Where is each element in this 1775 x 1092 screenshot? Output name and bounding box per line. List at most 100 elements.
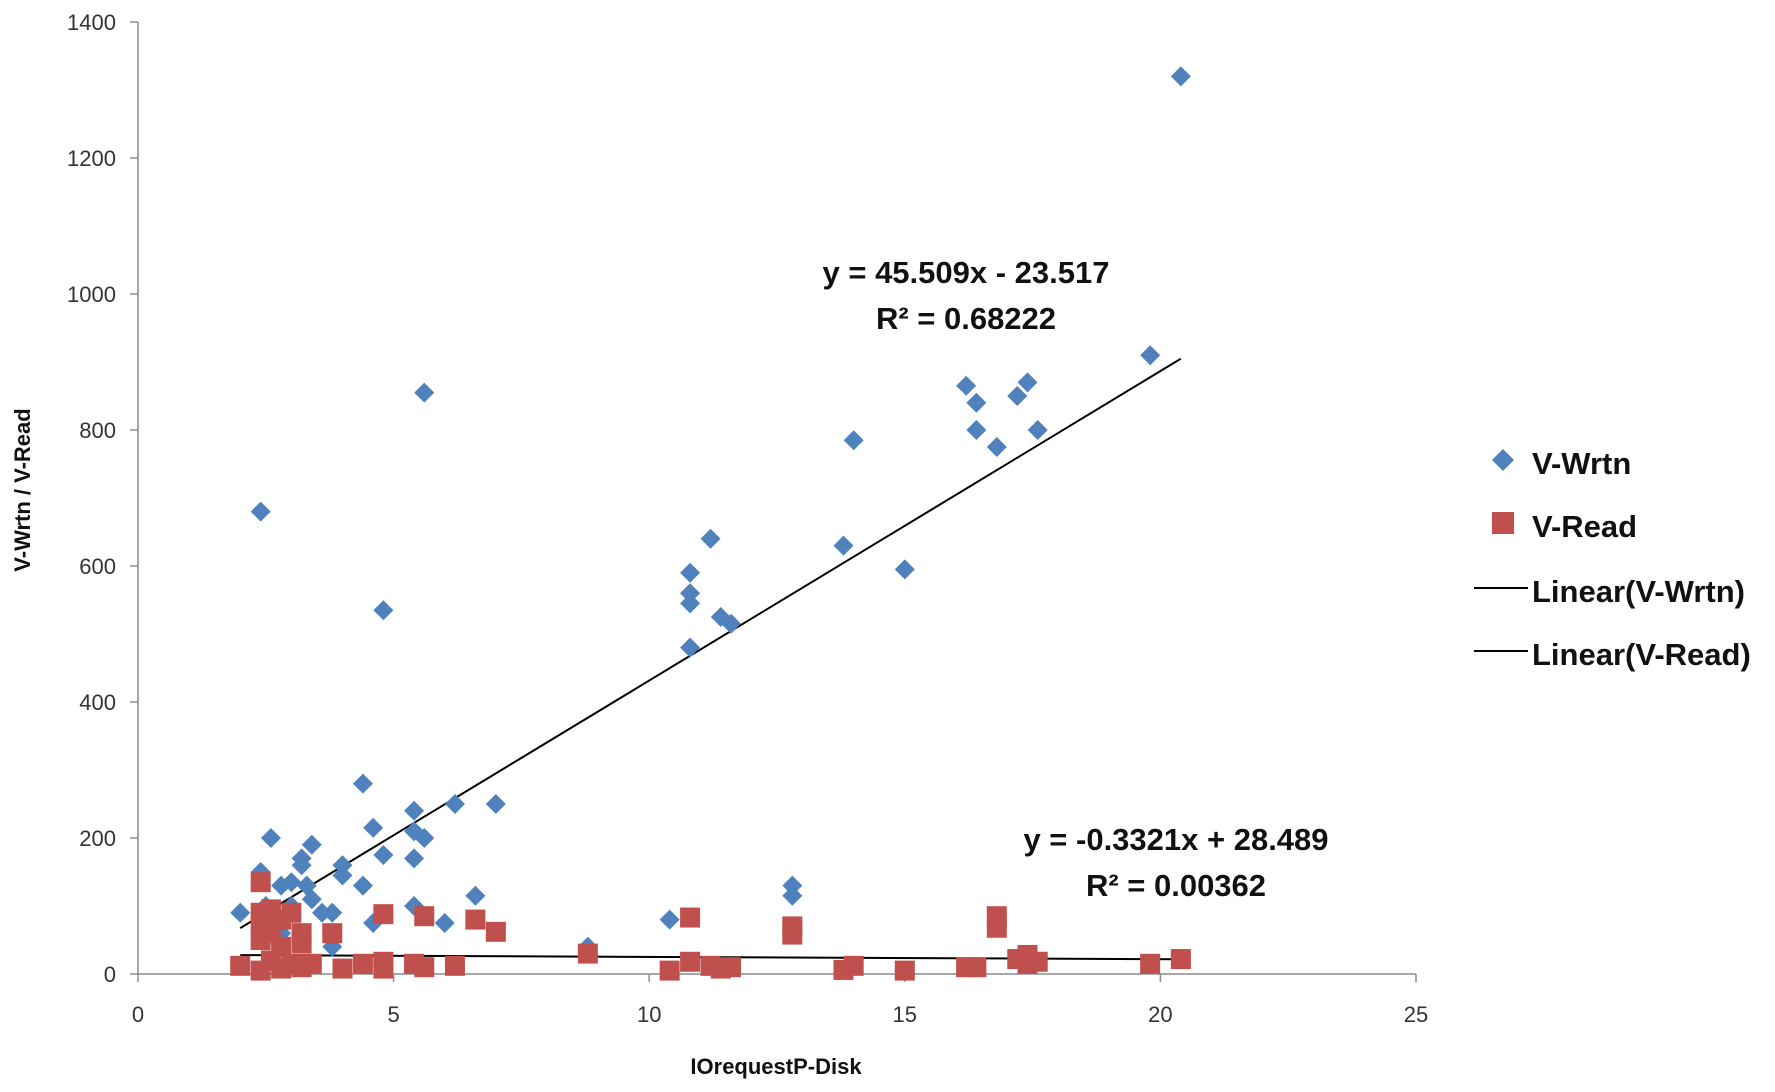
x-tick-label: 10 — [637, 1002, 661, 1027]
legend-label-trendline: Linear(V-Wrtn) — [1532, 574, 1745, 609]
y-tick-label: 200 — [79, 826, 116, 851]
data-point-v-read — [1027, 951, 1048, 972]
x-tick-label: 5 — [387, 1002, 399, 1027]
data-point-v-read — [680, 951, 701, 972]
data-points — [230, 66, 1191, 981]
data-point-v-read — [1170, 949, 1191, 970]
data-point-v-wrtn — [465, 885, 486, 906]
data-point-v-wrtn — [1027, 420, 1048, 440]
trendline-equation: y = -0.3321x + 28.489 — [1023, 822, 1328, 857]
data-point-v-read — [250, 872, 271, 893]
data-point-v-read — [414, 957, 435, 978]
data-point-v-wrtn — [444, 794, 465, 814]
data-point-v-read — [782, 924, 803, 945]
data-point-v-wrtn — [434, 913, 455, 933]
data-point-v-wrtn — [986, 437, 1007, 457]
data-point-v-wrtn — [680, 637, 701, 658]
data-point-v-read — [843, 955, 864, 976]
data-point-v-wrtn — [312, 902, 333, 923]
data-point-v-wrtn — [1170, 66, 1191, 87]
data-point-v-wrtn — [720, 613, 741, 634]
data-point-v-wrtn — [363, 817, 384, 838]
data-point-v-wrtn — [332, 855, 353, 876]
data-point-v-wrtn — [414, 828, 435, 848]
data-point-v-read — [373, 958, 394, 979]
data-point-v-wrtn — [404, 800, 425, 821]
y-axis-title: V-Wrtn / V-Read — [10, 408, 35, 571]
data-point-v-wrtn — [352, 875, 373, 896]
y-tick-label: 1000 — [67, 282, 116, 307]
data-point-v-read — [894, 960, 915, 981]
data-point-v-read — [680, 907, 701, 928]
data-point-v-read — [281, 902, 302, 923]
data-point-v-wrtn — [782, 885, 803, 906]
x-axis-title: IOrequestP-Disk — [690, 1054, 862, 1079]
data-point-v-read — [966, 957, 987, 978]
data-point-v-wrtn — [404, 848, 425, 869]
data-point-v-wrtn — [352, 773, 373, 794]
data-point-v-wrtn — [659, 909, 680, 930]
trendline-r-squared: R² = 0.68222 — [876, 301, 1056, 336]
y-tick-label: 800 — [79, 418, 116, 443]
legend: V-Wrtn V-Read Linear(V-Wrtn) Linear(V-Read) — [1474, 446, 1751, 672]
y-tick-label: 600 — [79, 554, 116, 579]
data-point-v-wrtn — [680, 593, 701, 614]
data-point-v-wrtn — [414, 382, 435, 403]
y-tick-label: 1200 — [67, 146, 116, 171]
legend-marker-v-read — [1492, 512, 1514, 534]
data-point-v-read — [332, 958, 353, 979]
trendlines — [239, 357, 1182, 961]
data-point-v-wrtn — [680, 583, 701, 604]
data-point-v-wrtn — [260, 828, 281, 848]
data-point-v-wrtn — [230, 902, 251, 923]
data-point-v-read — [986, 917, 1007, 938]
data-point-v-read — [352, 953, 373, 974]
data-point-v-wrtn — [680, 562, 701, 583]
legend-label-v-wrtn: V-Wrtn — [1532, 446, 1631, 481]
data-point-v-wrtn — [291, 855, 312, 876]
x-tick-label: 0 — [132, 1002, 144, 1027]
data-point-v-wrtn — [281, 872, 302, 893]
data-point-v-wrtn — [894, 559, 915, 580]
trendline-equation: y = 45.509x - 23.517 — [823, 255, 1110, 290]
x-tick-label: 15 — [893, 1002, 917, 1027]
data-point-v-read — [659, 960, 680, 981]
data-point-v-wrtn — [332, 865, 353, 886]
legend-label-trendline: Linear(V-Read) — [1532, 637, 1751, 672]
data-point-v-wrtn — [1017, 372, 1038, 393]
y-tick-label: 0 — [104, 962, 116, 987]
data-point-v-wrtn — [956, 375, 977, 396]
data-point-v-wrtn — [966, 392, 987, 413]
data-point-v-read — [1140, 953, 1161, 974]
data-point-v-wrtn — [843, 430, 864, 451]
data-point-v-read — [291, 933, 312, 954]
x-tick-label: 25 — [1404, 1002, 1428, 1027]
data-point-v-wrtn — [966, 420, 987, 440]
data-point-v-read — [720, 957, 741, 978]
data-point-v-wrtn — [1140, 345, 1161, 366]
data-point-v-read — [271, 936, 292, 957]
data-point-v-wrtn — [700, 528, 721, 549]
data-point-v-read — [444, 955, 465, 976]
data-point-v-wrtn — [1007, 386, 1028, 406]
trendline-r-squared: R² = 0.00362 — [1086, 868, 1266, 903]
trendline-v-wrtn — [239, 357, 1182, 929]
x-tick-label: 20 — [1148, 1002, 1172, 1027]
legend-label-v-read: V-Read — [1532, 509, 1637, 544]
data-point-v-wrtn — [782, 875, 803, 896]
data-point-v-wrtn — [373, 845, 394, 865]
data-point-v-read — [373, 904, 394, 925]
data-point-v-read — [414, 906, 435, 927]
data-point-v-wrtn — [373, 600, 394, 621]
trendline-equations: y = 45.509x - 23.517 R² = 0.68222 y = -0.3… — [823, 255, 1329, 903]
legend-marker-v-wrtn — [1492, 449, 1514, 471]
data-point-v-wrtn — [301, 834, 322, 855]
y-tick-label: 400 — [79, 690, 116, 715]
data-point-v-wrtn — [485, 794, 506, 814]
data-point-v-read — [230, 955, 251, 976]
data-point-v-wrtn — [322, 902, 343, 923]
data-point-v-read — [465, 909, 486, 930]
data-point-v-read — [301, 953, 322, 974]
